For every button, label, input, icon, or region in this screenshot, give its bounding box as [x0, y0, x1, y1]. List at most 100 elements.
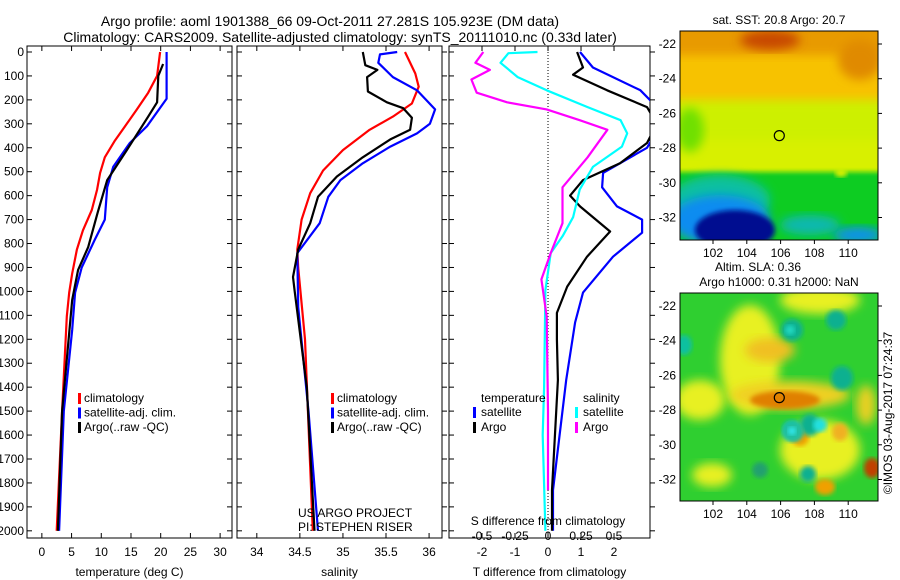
s-tick-label: -0.5 — [472, 529, 493, 543]
legend-label: Argo(..raw -QC) — [84, 420, 169, 434]
legend-header-temperature: temperature — [481, 391, 546, 405]
map-image — [680, 293, 878, 501]
map-color-field — [826, 310, 846, 330]
y-tick-label: 2000 — [0, 524, 24, 538]
legend-marker — [575, 422, 578, 433]
y-tick-label: 300 — [4, 117, 24, 131]
lon-tick-label: 102 — [703, 246, 723, 260]
lat-tick-label: -26 — [659, 368, 677, 382]
lat-tick-label: -22 — [659, 299, 677, 313]
figure-title-line1: Argo profile: aoml 1901388_66 09-Oct-201… — [101, 13, 559, 29]
y-tick-label: 400 — [4, 141, 24, 155]
project-label: US ARGO PROJECT — [298, 506, 413, 520]
profile-panel-1: 34 34.5 35 35.5 36 salinity climatologysatelli… — [236, 45, 447, 579]
lat-tick-label: -30 — [659, 176, 677, 190]
x-tick-label: 15 — [124, 545, 138, 559]
map-color-field — [752, 462, 768, 478]
lon-tick-label: 110 — [839, 246, 858, 260]
map-color-field — [785, 325, 795, 335]
legend-label: satellite — [583, 405, 624, 419]
map-color-field — [835, 169, 847, 177]
series-group — [470, 46, 650, 538]
y-tick-label: 600 — [4, 189, 24, 203]
map-color-field — [800, 414, 820, 436]
lon-tick-label: 106 — [771, 507, 791, 521]
y-tick-label: 1600 — [0, 428, 24, 442]
map-color-field — [815, 479, 835, 495]
map-color-field — [813, 418, 827, 432]
series-group — [55, 51, 168, 531]
map-frame — [679, 292, 879, 502]
series-line-satellite-adj-clim- — [58, 52, 168, 531]
panel-frame — [448, 45, 651, 539]
lat-tick-label: -32 — [659, 211, 677, 225]
legend-label: satellite — [481, 405, 522, 419]
y-tick-label: 1900 — [0, 500, 24, 514]
y-tick-label: 1400 — [0, 380, 24, 394]
figure-title-line2: Climatology: CARS2009. Satellite-adjuste… — [63, 29, 617, 45]
x-tick-label: 0 — [545, 545, 552, 559]
map-color-field — [745, 338, 795, 362]
map1-title: sat. SST: 20.8 Argo: 20.7 — [713, 13, 846, 27]
map-frame — [679, 30, 879, 241]
x-tick-label: -2 — [477, 545, 488, 559]
y-tick-label: 900 — [4, 260, 24, 274]
x-axis-label: T difference from climatology — [473, 565, 627, 579]
series-line-satellite-adj-clim- — [296, 50, 437, 531]
x-tick-label: 36 — [422, 545, 436, 559]
map-color-field — [695, 210, 775, 240]
s-tick-label: 0 — [545, 529, 552, 543]
lat-tick-label: -22 — [659, 37, 677, 51]
map-color-field — [833, 227, 878, 240]
map-panel-2: 102 104 106 108 110 -22 -24 -26 -28 -30 -32 — [659, 292, 882, 521]
lat-tick-label: -28 — [659, 141, 677, 155]
x-tick-label: 1 — [578, 545, 585, 559]
y-tick-label: 500 — [4, 165, 24, 179]
s-axis-label: S difference from climatology — [471, 514, 626, 528]
y-tick-label: 1500 — [0, 404, 24, 418]
legend-marker — [78, 393, 81, 404]
legend-marker — [78, 407, 81, 419]
x-tick-label: 34 — [250, 545, 264, 559]
map-color-field — [788, 427, 796, 435]
s-tick-label: 0.25 — [569, 529, 593, 543]
x-tick-label: 5 — [68, 545, 75, 559]
legend-marker — [473, 422, 476, 433]
lon-tick-label: 110 — [839, 507, 858, 521]
map-color-field — [680, 108, 704, 152]
y-tick-label: 1100 — [0, 308, 24, 322]
panel-frame — [26, 45, 233, 539]
series-line-salinity-satellite — [499, 50, 629, 531]
lat-tick-label: -32 — [659, 473, 677, 487]
map2-subtitle: Argo h1000: 0.31 h2000: NaN — [699, 275, 858, 289]
map-color-field — [680, 380, 725, 420]
map-color-field — [692, 463, 732, 487]
series-line-temperature-argo — [550, 51, 650, 531]
y-tick-label: 1700 — [0, 452, 24, 466]
map-color-field — [864, 458, 878, 478]
legend-header-salinity: salinity — [583, 391, 620, 405]
legend-label: satellite-adj. clim. — [337, 406, 429, 420]
map-color-field — [800, 466, 816, 482]
y-tick-label: 200 — [4, 93, 24, 107]
series-line-salinity-argo — [470, 51, 609, 491]
lat-tick-label: -28 — [659, 403, 677, 417]
map-color-field — [780, 215, 840, 235]
legend-label: Argo — [481, 420, 507, 434]
map-color-field — [838, 40, 878, 80]
s-tick-label: 0.5 — [606, 529, 623, 543]
lon-tick-label: 106 — [771, 246, 791, 260]
y-tick-label: 700 — [4, 213, 24, 227]
series-line-argo-raw-qc- — [56, 63, 165, 531]
y-tick-label: 1200 — [0, 332, 24, 346]
x-tick-label: 2 — [611, 545, 618, 559]
map-color-field — [680, 335, 692, 355]
lat-tick-label: -30 — [659, 438, 677, 452]
x-axis-label: salinity — [321, 565, 358, 579]
series-line-climatology — [296, 51, 420, 531]
lat-tick-label: -26 — [659, 106, 677, 120]
lon-tick-label: 108 — [804, 246, 824, 260]
x-tick-label: -1 — [510, 545, 521, 559]
legend-label: climatology — [84, 391, 144, 405]
